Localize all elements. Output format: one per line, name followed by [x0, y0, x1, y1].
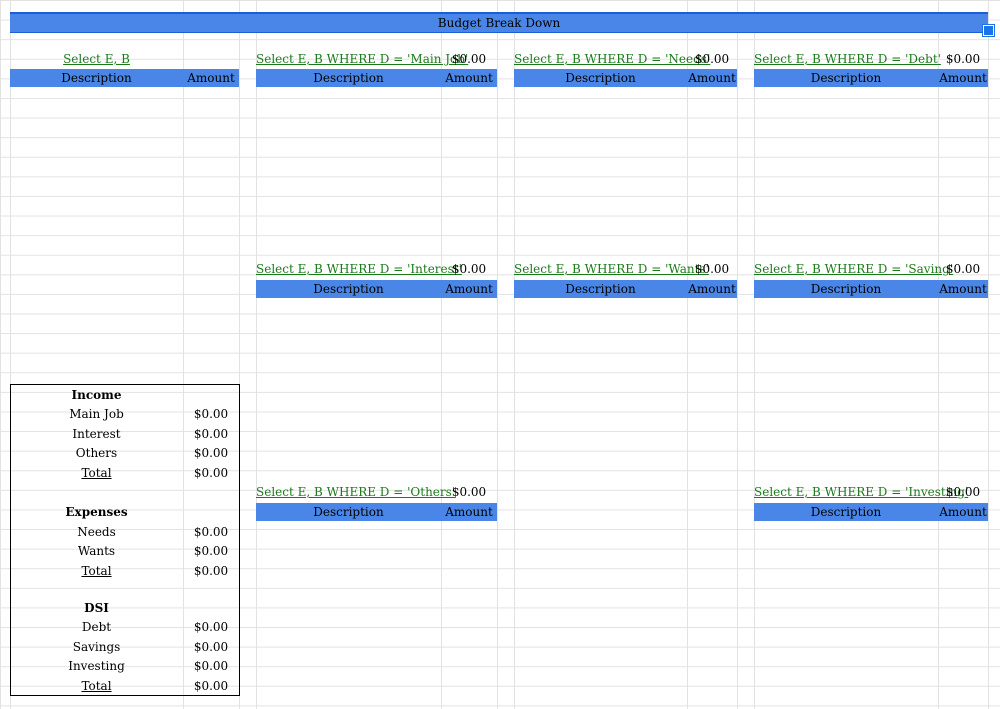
description-header[interactable]: Description: [61, 71, 132, 85]
dsi-heading[interactable]: DSI: [84, 601, 109, 615]
amount-header[interactable]: Amount: [445, 505, 493, 519]
expenses-total-value[interactable]: $0.00: [193, 564, 229, 578]
query-formula-wants[interactable]: Select E, B WHERE D = 'Wants': [514, 262, 709, 276]
amount-header[interactable]: Amount: [445, 71, 493, 85]
table-header-investing: Description Amount: [754, 503, 988, 521]
amount-header[interactable]: Amount: [939, 282, 987, 296]
table-header-debt: Description Amount: [754, 69, 988, 87]
amount-header[interactable]: Amount: [688, 282, 736, 296]
expenses-total-label[interactable]: Total: [81, 564, 112, 578]
gridline: [441, 0, 442, 709]
summary-label[interactable]: Others: [75, 446, 118, 460]
description-header[interactable]: Description: [810, 505, 882, 519]
query-formula-others[interactable]: Select E, B WHERE D = 'Others': [256, 485, 456, 499]
description-header[interactable]: Description: [313, 282, 384, 296]
query-total-investing[interactable]: $0.00: [945, 485, 981, 499]
amount-header[interactable]: Amount: [187, 71, 235, 85]
table-header-main-job: Description Amount: [256, 69, 497, 87]
sheet-title: Budget Break Down: [437, 16, 561, 30]
summary-value[interactable]: $0.00: [193, 544, 229, 558]
description-header[interactable]: Description: [810, 71, 882, 85]
amount-header[interactable]: Amount: [939, 71, 987, 85]
gridline: [239, 0, 240, 709]
summary-value[interactable]: $0.00: [193, 659, 229, 673]
description-header[interactable]: Description: [313, 505, 384, 519]
summary-value[interactable]: $0.00: [193, 407, 229, 421]
query-total-saving[interactable]: $0.00: [945, 262, 981, 276]
income-total-label[interactable]: Total: [81, 466, 112, 480]
query-total-debt[interactable]: $0.00: [945, 52, 981, 66]
summary-label[interactable]: Investing: [68, 659, 125, 673]
selection-handle-icon[interactable]: [983, 25, 994, 36]
gridline: [10, 0, 11, 709]
gridline: [514, 0, 515, 709]
expenses-heading[interactable]: Expenses: [65, 505, 128, 519]
table-header-others: Description Amount: [256, 503, 497, 521]
title-bar[interactable]: Budget Break Down: [10, 12, 988, 33]
query-total-interest[interactable]: $0.00: [451, 262, 487, 276]
summary-label[interactable]: Interest: [72, 427, 121, 441]
summary-panel: [10, 384, 240, 696]
summary-value[interactable]: $0.00: [193, 525, 229, 539]
dsi-total-label[interactable]: Total: [81, 679, 112, 693]
gridline: [497, 0, 498, 709]
amount-header[interactable]: Amount: [688, 71, 736, 85]
query-formula-main-job[interactable]: Select E, B WHERE D = 'Main Job': [256, 52, 469, 66]
table-header-interest: Description Amount: [256, 280, 497, 298]
query-total-wants[interactable]: $0.00: [694, 262, 730, 276]
table-header-needs: Description Amount: [514, 69, 737, 87]
summary-value[interactable]: $0.00: [193, 620, 229, 634]
summary-value[interactable]: $0.00: [193, 640, 229, 654]
description-header[interactable]: Description: [313, 71, 384, 85]
summary-label[interactable]: Needs: [77, 525, 116, 539]
summary-value[interactable]: $0.00: [193, 427, 229, 441]
gridline: [938, 0, 939, 709]
summary-label[interactable]: Savings: [72, 640, 121, 654]
gridline: [988, 0, 989, 709]
query-formula-all[interactable]: Select E, B: [63, 52, 130, 66]
query-total-others[interactable]: $0.00: [451, 485, 487, 499]
amount-header[interactable]: Amount: [445, 282, 493, 296]
gridline: [737, 0, 738, 709]
description-header[interactable]: Description: [565, 71, 636, 85]
dsi-total-value[interactable]: $0.00: [193, 679, 229, 693]
summary-label[interactable]: Main Job: [69, 407, 124, 421]
table-header-wants: Description Amount: [514, 280, 737, 298]
description-header[interactable]: Description: [565, 282, 636, 296]
query-formula-saving[interactable]: Select E, B WHERE D = 'Saving': [754, 262, 954, 276]
amount-header[interactable]: Amount: [939, 505, 987, 519]
table-header-all: Description Amount: [10, 69, 239, 87]
income-heading[interactable]: Income: [71, 388, 122, 402]
query-formula-investing[interactable]: Select E, B WHERE D = 'Investing': [754, 485, 969, 499]
query-total-needs[interactable]: $0.00: [694, 52, 730, 66]
query-formula-debt[interactable]: Select E, B WHERE D = 'Debt': [754, 52, 941, 66]
table-header-saving: Description Amount: [754, 280, 988, 298]
summary-value[interactable]: $0.00: [193, 446, 229, 460]
query-formula-needs[interactable]: Select E, B WHERE D = 'Needs': [514, 52, 711, 66]
summary-label[interactable]: Wants: [77, 544, 116, 558]
gridline: [687, 0, 688, 709]
gridline: [754, 0, 755, 709]
income-total-value[interactable]: $0.00: [193, 466, 229, 480]
query-total-main-job[interactable]: $0.00: [451, 52, 487, 66]
summary-label[interactable]: Debt: [81, 620, 112, 634]
gridline: [183, 0, 184, 709]
description-header[interactable]: Description: [810, 282, 882, 296]
query-formula-interest[interactable]: Select E, B WHERE D = 'Interest': [256, 262, 462, 276]
gridline: [256, 0, 257, 709]
